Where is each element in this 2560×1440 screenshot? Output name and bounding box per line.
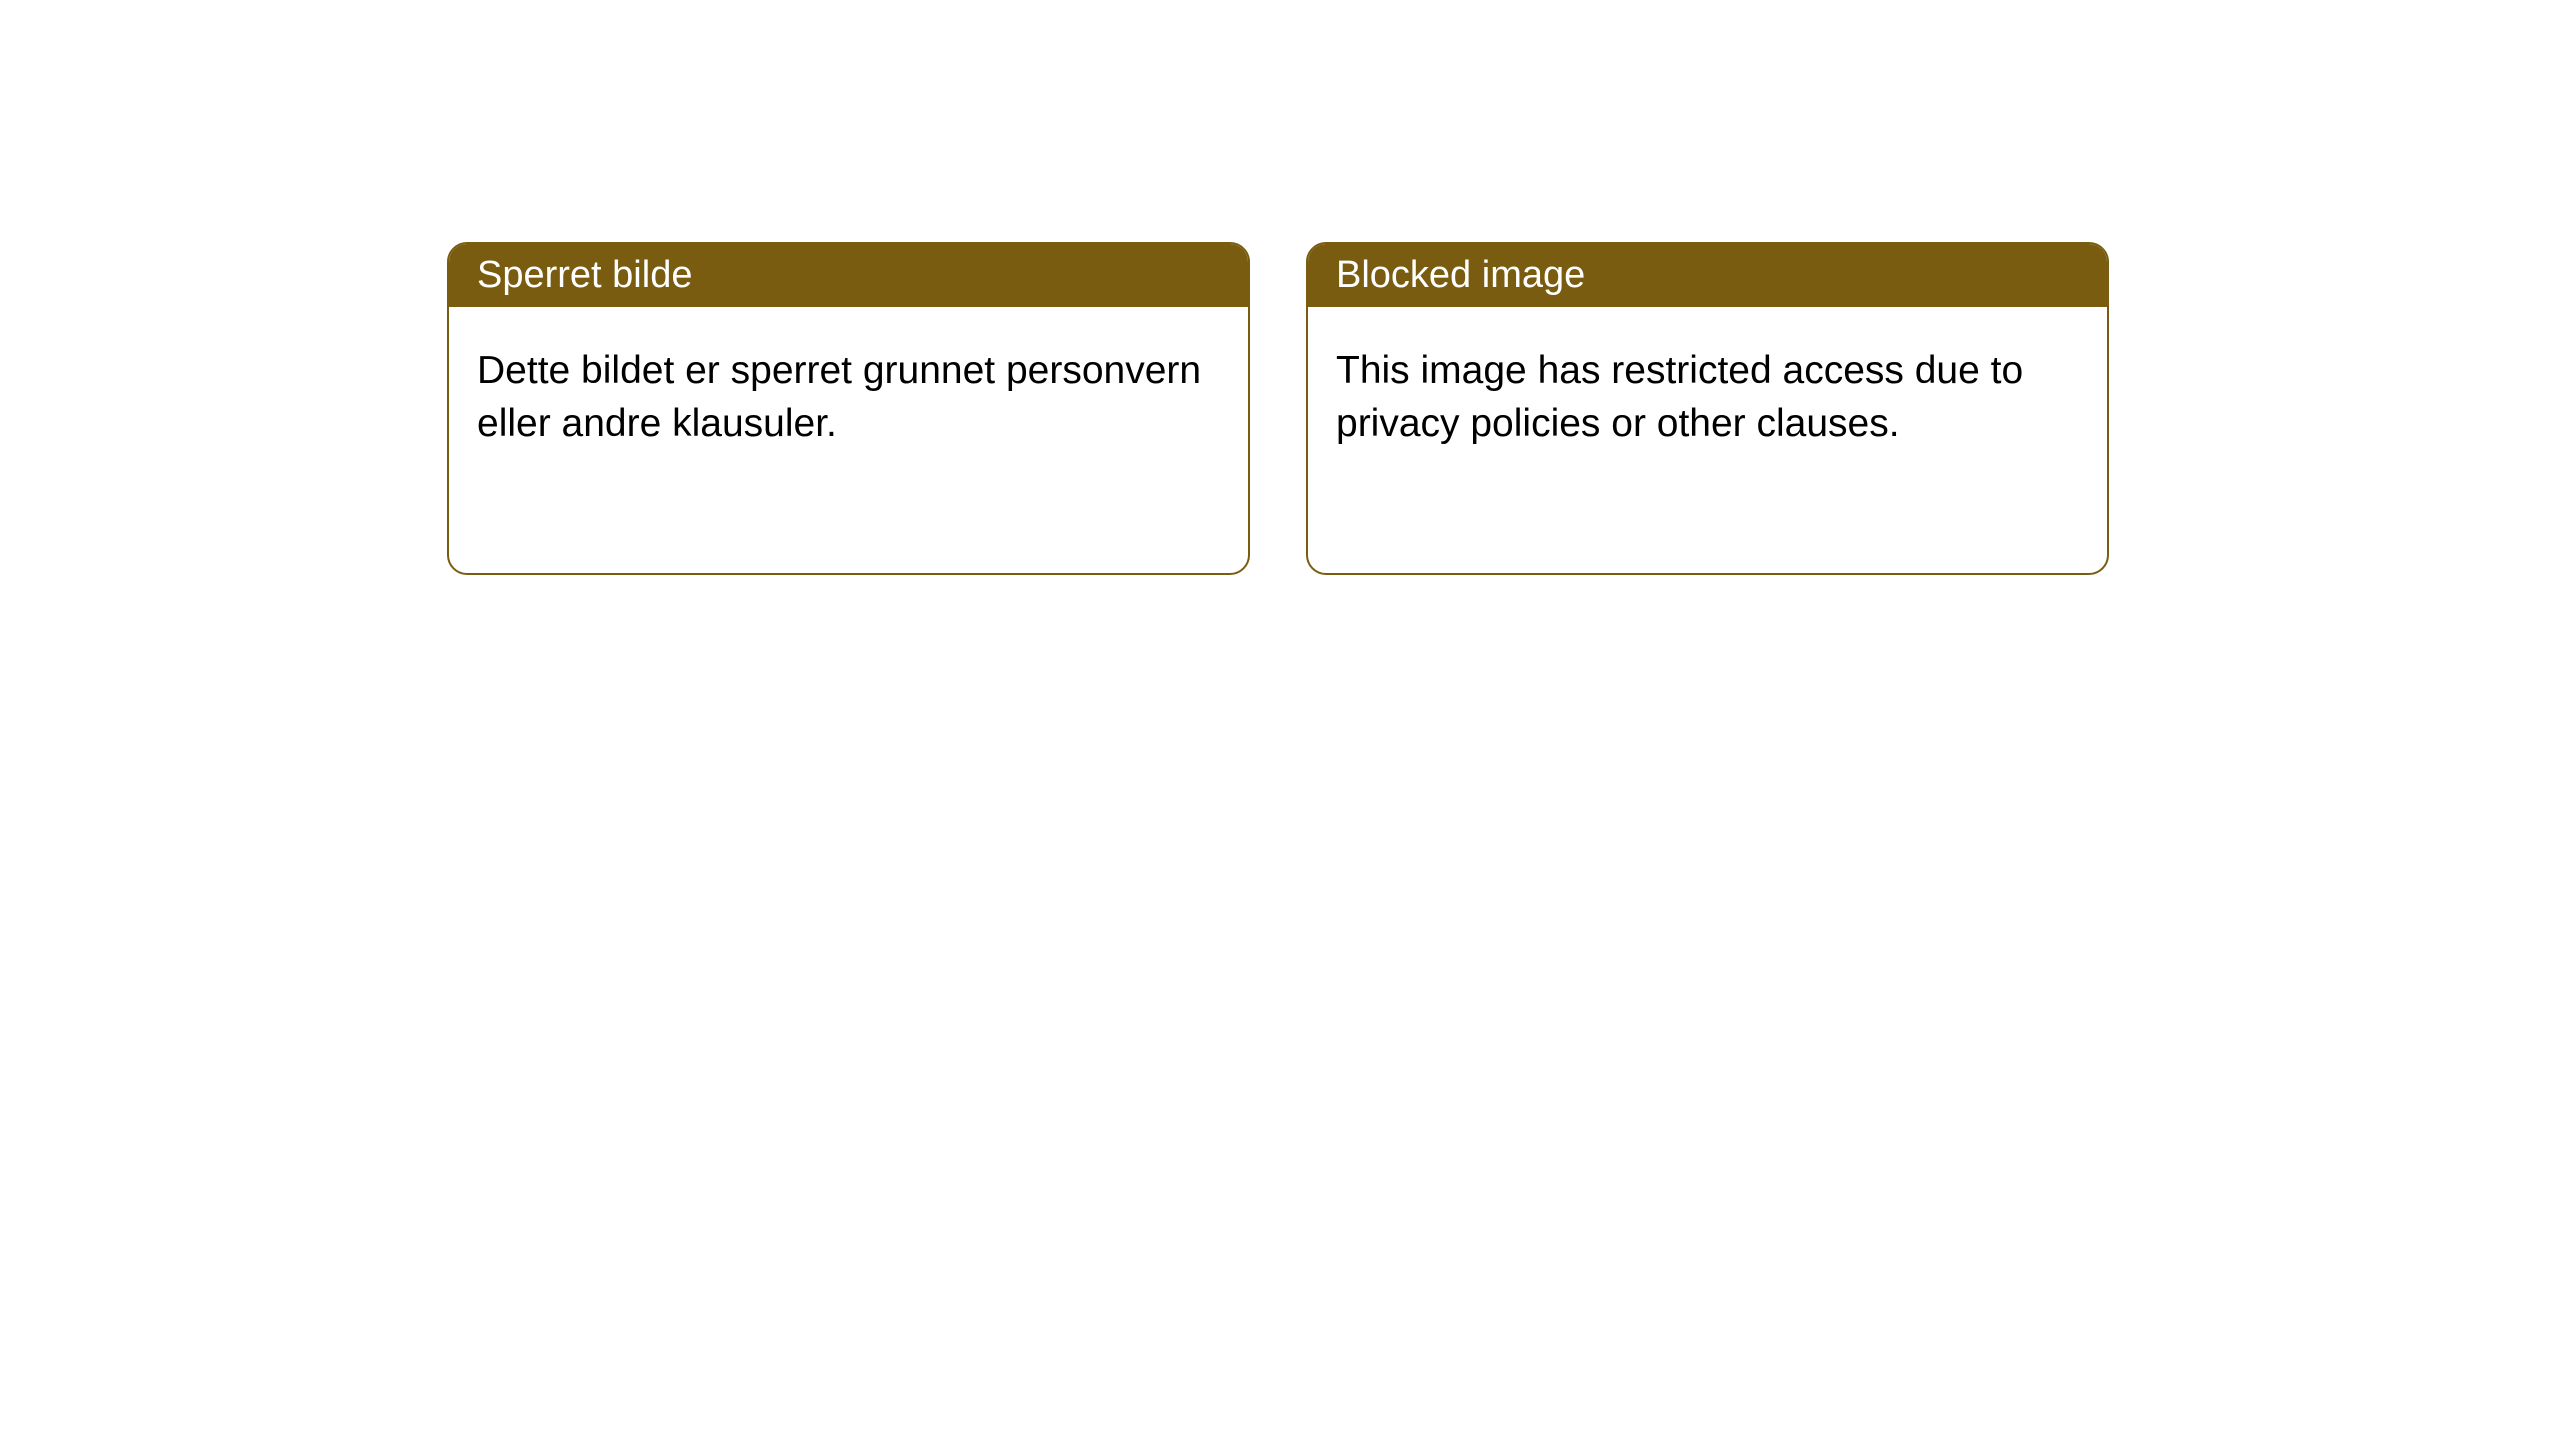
notice-card-norwegian: Sperret bilde Dette bildet er sperret gr… [447,242,1250,575]
card-header: Blocked image [1308,244,2107,307]
notice-card-english: Blocked image This image has restricted … [1306,242,2109,575]
card-body: This image has restricted access due to … [1308,307,2107,488]
card-body-text: Dette bildet er sperret grunnet personve… [477,349,1201,445]
card-title: Sperret bilde [477,254,692,296]
notice-container: Sperret bilde Dette bildet er sperret gr… [0,0,2560,575]
card-body: Dette bildet er sperret grunnet personve… [449,307,1248,488]
card-header: Sperret bilde [449,244,1248,307]
card-body-text: This image has restricted access due to … [1336,349,2023,445]
card-title: Blocked image [1336,254,1585,296]
